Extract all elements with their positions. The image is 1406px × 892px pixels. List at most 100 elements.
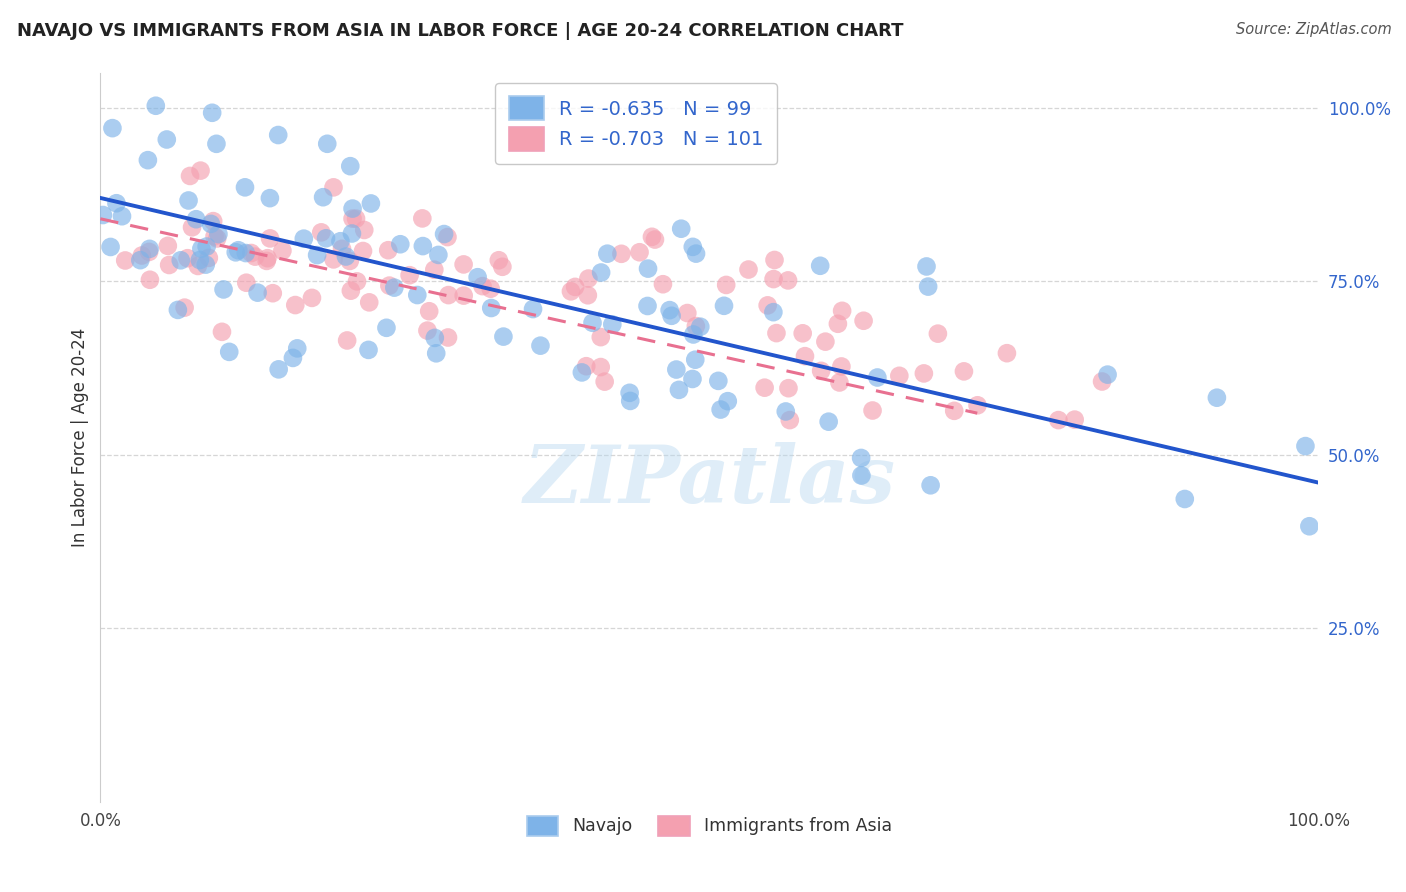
Point (259, 191, 281, 205)
Point (794, 349, 817, 363)
Point (156, 239, 179, 253)
Point (849, 450, 872, 465)
Point (763, 252, 786, 267)
Point (1298, 519, 1320, 533)
Point (357, 343, 380, 357)
Point (710, 402, 733, 417)
Point (792, 326, 814, 341)
Point (589, 360, 612, 375)
Point (995, 346, 1018, 360)
Point (831, 303, 853, 318)
Point (522, 301, 544, 316)
Point (1206, 391, 1229, 405)
Point (488, 253, 510, 268)
Point (342, 211, 364, 226)
Point (359, 295, 381, 310)
Point (866, 370, 889, 384)
Point (779, 413, 801, 427)
Point (262, 286, 284, 301)
Point (301, 291, 323, 305)
Point (762, 272, 785, 286)
Point (378, 278, 401, 293)
Point (188, 253, 211, 268)
Point (685, 246, 707, 260)
Point (382, 280, 405, 294)
Point (453, 257, 475, 271)
Point (340, 284, 363, 298)
Point (1174, 491, 1197, 506)
Point (1047, 413, 1070, 427)
Point (307, 248, 329, 262)
Point (205, 136, 228, 151)
Point (756, 298, 779, 312)
Point (316, 136, 339, 151)
Point (256, 251, 278, 265)
Point (336, 334, 359, 348)
Point (190, 242, 212, 256)
Point (315, 231, 337, 245)
Point (676, 306, 699, 320)
Y-axis label: In Labor Force | Age 20-24: In Labor Force | Age 20-24 (72, 328, 89, 547)
Point (581, 316, 603, 330)
Point (423, 262, 446, 277)
Point (852, 314, 875, 328)
Point (377, 244, 399, 258)
Point (131, 248, 153, 262)
Point (560, 285, 582, 299)
Point (471, 279, 494, 293)
Point (1091, 375, 1114, 389)
Point (810, 364, 832, 378)
Point (479, 301, 502, 315)
Text: ZIPatlas: ZIPatlas (523, 442, 896, 520)
Point (682, 327, 704, 342)
Point (593, 375, 616, 389)
Point (179, 169, 201, 183)
Point (953, 364, 976, 378)
Point (101, 121, 124, 136)
Point (167, 302, 190, 317)
Point (398, 268, 420, 283)
Point (491, 260, 513, 274)
Point (943, 404, 966, 418)
Point (329, 234, 352, 248)
Point (312, 190, 335, 204)
Point (467, 270, 489, 285)
Point (207, 227, 229, 241)
Point (862, 403, 884, 417)
Point (576, 288, 599, 302)
Point (575, 359, 598, 374)
Point (765, 326, 787, 340)
Point (754, 381, 776, 395)
Point (339, 159, 361, 173)
Point (808, 259, 831, 273)
Point (814, 334, 837, 349)
Point (91, 208, 114, 222)
Point (628, 245, 651, 260)
Point (437, 330, 460, 344)
Point (966, 398, 988, 412)
Point (198, 251, 221, 265)
Point (100, 240, 122, 254)
Point (830, 359, 852, 374)
Point (411, 211, 433, 226)
Point (578, 271, 600, 285)
Point (352, 244, 374, 258)
Point (205, 231, 228, 245)
Point (453, 288, 475, 302)
Point (228, 244, 250, 258)
Point (437, 288, 460, 302)
Point (138, 242, 160, 256)
Point (418, 304, 440, 318)
Point (912, 367, 935, 381)
Point (195, 239, 218, 253)
Point (114, 253, 136, 268)
Point (187, 259, 209, 273)
Point (139, 273, 162, 287)
Point (259, 231, 281, 245)
Point (423, 331, 446, 345)
Point (775, 404, 797, 418)
Point (1063, 412, 1085, 426)
Point (201, 105, 224, 120)
Point (233, 180, 256, 194)
Point (240, 246, 263, 260)
